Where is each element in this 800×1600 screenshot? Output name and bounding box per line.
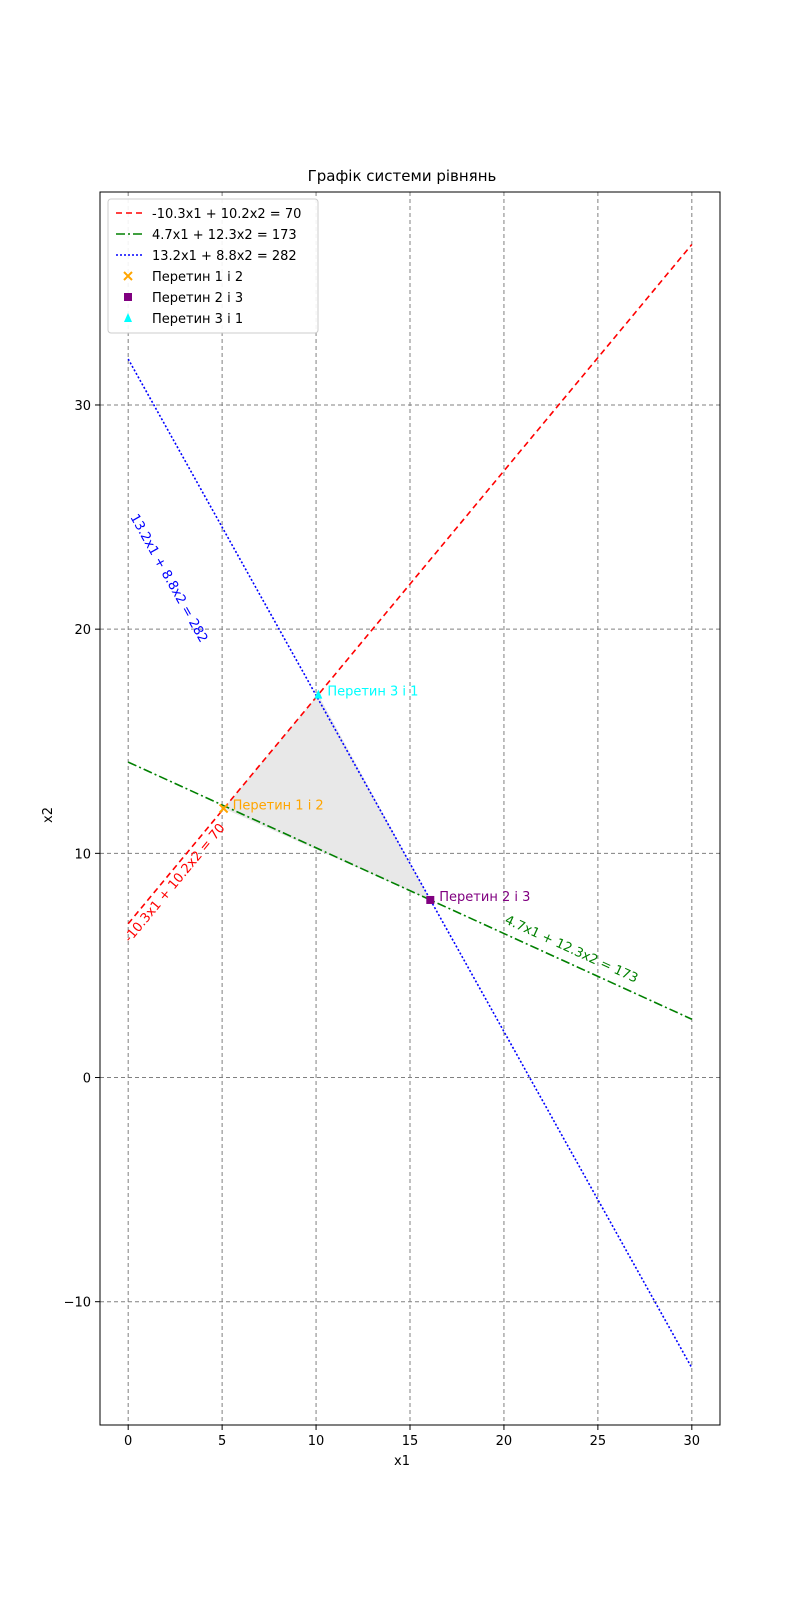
x-tick-label: 15 (402, 1434, 419, 1449)
legend-point-entry-1: Перетин 1 і 2 (152, 270, 243, 285)
intersection-label-1: Перетин 1 і 2 (233, 799, 324, 814)
x-tick-label: 5 (218, 1434, 226, 1449)
legend-point-entry-3: Перетин 3 і 1 (152, 312, 243, 327)
legend-entry-2: 4.7x1 + 12.3x2 = 173 (152, 228, 297, 243)
x-tick-label: 25 (590, 1434, 607, 1449)
intersection-point-1 (218, 803, 229, 814)
legend-point-entry-2: Перетин 2 і 3 (152, 291, 243, 306)
y-tick-label: −10 (64, 1296, 91, 1311)
x-tick-label: 10 (308, 1434, 325, 1449)
legend-entry-1: -10.3x1 + 10.2x2 = 70 (152, 207, 301, 222)
y-tick-label: 20 (74, 623, 91, 638)
legend-marker-2 (124, 293, 132, 301)
legend-entry-3: 13.2x1 + 8.8x2 = 282 (152, 249, 297, 264)
legend: -10.3x1 + 10.2x2 = 70 4.7x1 + 12.3x2 = 17… (107, 198, 319, 334)
y-tick-label: 10 (74, 847, 91, 862)
intersection-label-2: Перетин 2 і 3 (439, 890, 530, 905)
x-axis-label: x1 (394, 1454, 410, 1469)
legend-marker-1 (123, 271, 133, 281)
legend-marker-3 (124, 313, 132, 322)
y-tick-label: 0 (83, 1072, 91, 1087)
series-line-2 (127, 761, 693, 1020)
intersection-label-3: Перетин 3 і 1 (327, 685, 418, 700)
x-tick-label: 30 (684, 1434, 701, 1449)
legend-box (107, 198, 319, 334)
x-tick-label: 20 (496, 1434, 513, 1449)
x-tick-label: 0 (124, 1434, 132, 1449)
y-tick-label: 30 (74, 399, 91, 414)
chart-title: Графік системи рівнянь (308, 167, 497, 185)
series-line-1 (127, 243, 693, 925)
feasible-region (223, 694, 431, 900)
intersection-point-2 (426, 895, 435, 904)
intersection-point-3 (314, 689, 323, 699)
y-axis-label: x2 (41, 807, 56, 823)
series-line-3 (127, 358, 693, 1369)
